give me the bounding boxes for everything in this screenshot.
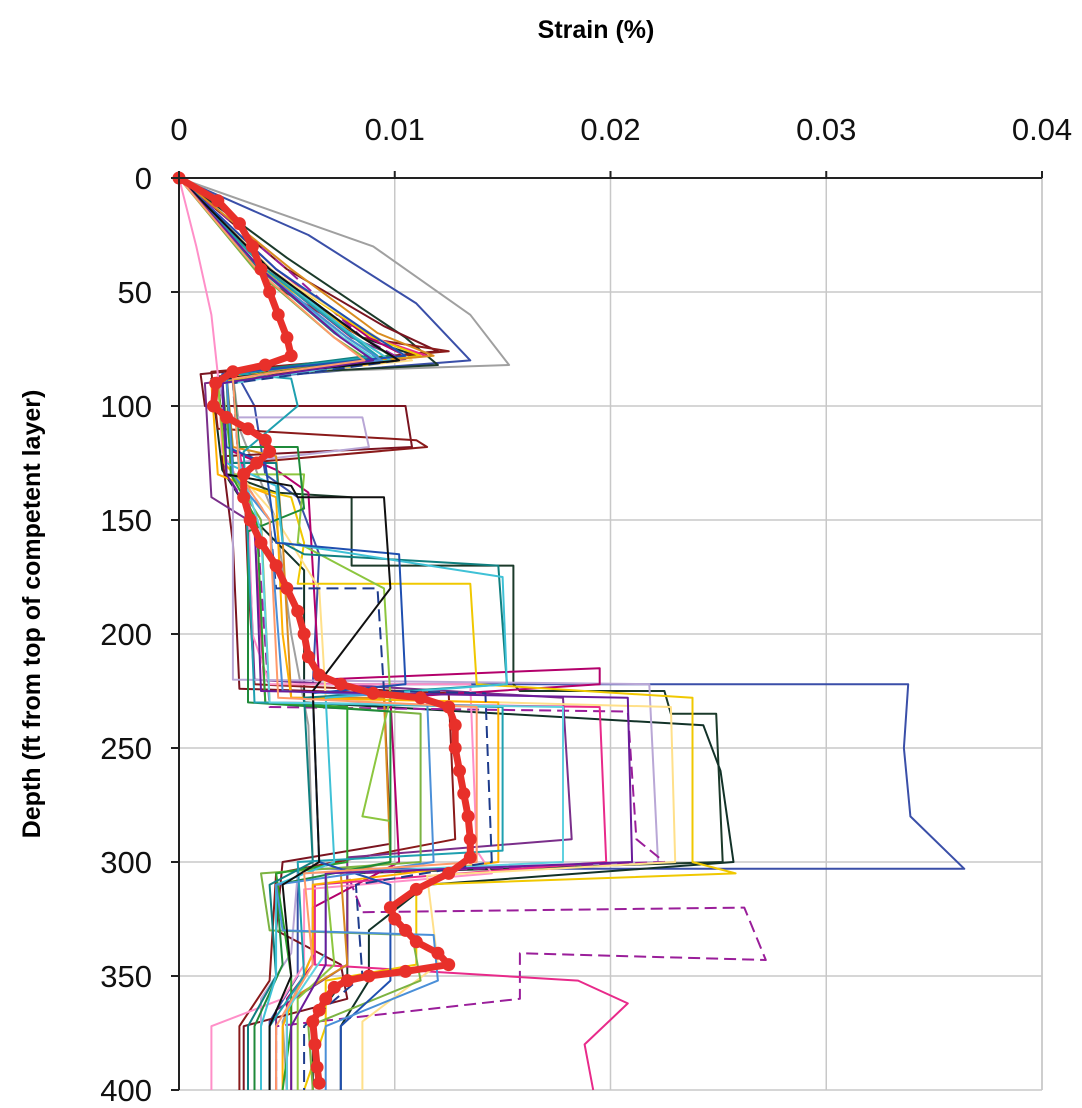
mean-series xyxy=(172,171,477,1090)
mean-series-point xyxy=(340,974,354,988)
series-line-29 xyxy=(178,177,634,1090)
chart-title: Strain (%) xyxy=(538,16,655,44)
mean-series-point xyxy=(258,433,272,447)
tick-labels: 0 0.01 0.02 0.03 0.04 0 50 100 150 200 250 300 350 40… xyxy=(100,112,1072,1108)
mean-series-point xyxy=(312,668,326,682)
mean-series-point xyxy=(207,399,220,413)
mean-series-point xyxy=(388,912,402,926)
x-tick-label: 0.03 xyxy=(796,112,856,147)
x-tick-label: 0.04 xyxy=(1012,112,1072,147)
y-axis-label: Depth (ft from top of competent layer) xyxy=(18,390,46,839)
mean-series-point xyxy=(209,376,223,390)
mean-series-point xyxy=(383,901,397,915)
mean-series-point xyxy=(220,410,233,424)
y-tick-label: 400 xyxy=(100,1073,152,1108)
mean-series-point xyxy=(463,832,477,846)
mean-series-point xyxy=(442,700,456,714)
series-line-28 xyxy=(178,177,401,1090)
mean-series-point xyxy=(226,365,240,379)
mean-series-point xyxy=(284,349,298,363)
x-tick-label: 0 xyxy=(170,112,187,147)
mean-series-point xyxy=(269,559,283,573)
mean-series-point xyxy=(254,262,268,276)
mean-series-point xyxy=(312,1076,326,1090)
mean-series-point xyxy=(453,764,466,778)
mean-series-point xyxy=(243,513,257,527)
y-tick-label: 100 xyxy=(100,389,152,424)
mean-series-point xyxy=(461,809,475,823)
mean-series-point xyxy=(306,1015,320,1029)
y-tick-label: 50 xyxy=(118,275,152,310)
mean-series-point xyxy=(362,969,376,983)
mean-series-point xyxy=(463,850,477,864)
mean-series-point xyxy=(319,992,333,1006)
mean-series-point xyxy=(232,217,246,231)
axes xyxy=(171,171,1043,1091)
mean-series-point xyxy=(310,1060,324,1074)
mean-series-point xyxy=(431,946,445,960)
series-line-26 xyxy=(178,177,493,1090)
mean-series-point xyxy=(241,422,255,436)
mean-series-point xyxy=(409,935,423,949)
series-line-23 xyxy=(178,177,508,1090)
x-tick-label: 0.01 xyxy=(365,112,425,147)
mean-series-point xyxy=(245,239,259,253)
x-tick-label: 0.02 xyxy=(580,112,640,147)
series-line-30 xyxy=(178,177,478,1090)
mean-series-point xyxy=(442,958,456,972)
mean-series-point xyxy=(271,308,285,322)
mean-series-point xyxy=(297,627,311,641)
y-tick-label: 150 xyxy=(100,503,152,538)
data-series xyxy=(178,177,966,1091)
series-line-10 xyxy=(178,177,767,1090)
series-line-12 xyxy=(178,177,493,1090)
mean-series-point xyxy=(237,467,251,481)
mean-series-point xyxy=(291,604,305,618)
mean-series-point xyxy=(263,285,277,299)
mean-series-point xyxy=(280,581,294,595)
mean-series-point xyxy=(211,194,225,208)
mean-series-point xyxy=(448,718,462,732)
mean-series-point xyxy=(250,456,264,470)
mean-series-point xyxy=(366,686,380,700)
mean-series-point xyxy=(409,882,423,896)
mean-series-point xyxy=(263,445,277,459)
y-tick-label: 350 xyxy=(100,959,152,994)
mean-series-point xyxy=(308,1037,322,1051)
mean-series-point xyxy=(448,741,462,755)
mean-series-point xyxy=(280,331,294,345)
mean-series-point xyxy=(301,650,315,664)
mean-series-point xyxy=(399,923,412,937)
y-tick-label: 300 xyxy=(100,845,152,880)
mean-series-point xyxy=(334,677,348,691)
y-tick-label: 0 xyxy=(135,161,152,196)
mean-series-point xyxy=(414,691,428,705)
mean-series-point xyxy=(258,358,272,372)
mean-series-point xyxy=(254,536,268,550)
mean-series-point xyxy=(327,980,341,994)
y-tick-label: 250 xyxy=(100,731,152,766)
y-tick-label: 200 xyxy=(100,617,152,652)
mean-series-point xyxy=(399,964,412,978)
mean-series-point xyxy=(237,490,251,504)
mean-series-point xyxy=(442,866,456,880)
mean-series-point xyxy=(457,787,471,801)
mean-series-point xyxy=(312,1003,326,1017)
